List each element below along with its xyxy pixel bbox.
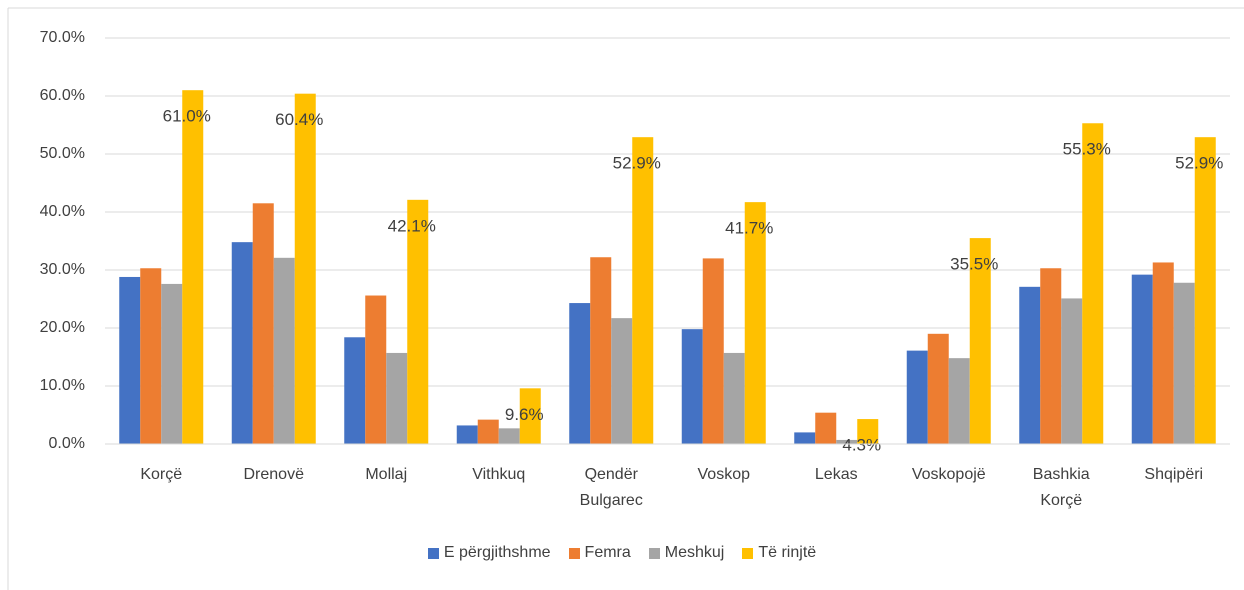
bar: [498, 428, 520, 444]
bar: [386, 352, 408, 444]
bar: [519, 388, 541, 444]
bar: [744, 202, 766, 444]
bar: [231, 242, 253, 444]
bar: [1040, 268, 1062, 444]
bar: [969, 238, 991, 444]
data-label: 52.9%: [613, 154, 661, 173]
bar: [252, 203, 274, 444]
x-tick-label: Voskopojë: [911, 466, 986, 483]
legend-swatch: [648, 547, 660, 559]
legend-label: Të rinjtë: [758, 544, 817, 561]
legend-swatch: [427, 547, 439, 559]
legend-item: E përgjithshme: [427, 544, 551, 562]
x-tick-label: Vithkuq: [472, 466, 526, 483]
legend-item: Të rinjtë: [742, 544, 816, 562]
bar: [702, 258, 724, 444]
legend-swatch: [568, 547, 580, 559]
bar: [1194, 137, 1216, 444]
bar: [611, 318, 633, 444]
x-tick-label: Lekas: [814, 466, 858, 483]
bar: [273, 257, 295, 444]
bar: [723, 352, 745, 444]
y-tick-label: 10.0%: [40, 377, 85, 394]
bar: [344, 337, 366, 444]
legend-item: Femra: [568, 544, 631, 562]
y-tick-label: 0.0%: [49, 435, 85, 452]
bar: [569, 303, 591, 444]
legend-label: E përgjithshme: [443, 544, 551, 561]
x-tick-label: Bashkia Korçë: [1032, 466, 1090, 509]
data-label: 52.9%: [1175, 154, 1223, 173]
bar: [1173, 282, 1195, 444]
bar: [182, 90, 204, 444]
bar: [927, 333, 949, 444]
y-tick-label: 70.0%: [40, 29, 85, 46]
bar: [1061, 298, 1083, 444]
bar: [857, 419, 879, 444]
legend-item: Meshkuj: [648, 544, 725, 562]
bar: [161, 283, 183, 444]
x-tick-label: Voskop: [697, 466, 750, 483]
bar: [1152, 262, 1174, 444]
bar: [294, 93, 316, 445]
bar: [836, 439, 858, 444]
bar: [365, 295, 387, 444]
legend: E përgjithshme Femra Meshkuj Të rinjtë: [0, 544, 1244, 562]
y-tick-label: 20.0%: [40, 319, 85, 336]
data-label: 42.1%: [388, 216, 436, 235]
bar: [632, 137, 654, 444]
data-label: 55.3%: [1063, 140, 1111, 159]
x-tick-label: Korçë: [140, 466, 183, 483]
bar: [456, 425, 478, 444]
data-label: 4.3%: [842, 436, 881, 455]
x-tick-label: Shqipëri: [1144, 466, 1204, 483]
bar: [590, 257, 612, 444]
y-tick-label: 40.0%: [40, 203, 85, 220]
legend-swatch: [742, 547, 754, 559]
bar: [119, 276, 141, 444]
data-label: 35.5%: [950, 255, 998, 274]
data-label: 61.0%: [163, 107, 211, 126]
bar: [906, 350, 928, 444]
legend-label: Meshkuj: [664, 544, 725, 561]
bar: [948, 358, 970, 444]
legend-label: Femra: [584, 544, 631, 561]
y-tick-label: 30.0%: [40, 261, 85, 278]
bar: [1082, 123, 1104, 444]
data-label: 60.4%: [275, 110, 323, 129]
x-tick-label: Drenovë: [243, 466, 304, 483]
bar: [1019, 286, 1041, 444]
data-label: 41.7%: [725, 219, 773, 238]
bar: [140, 268, 162, 444]
bar: [1131, 274, 1153, 444]
bar: [794, 432, 816, 444]
bar: [681, 329, 703, 444]
y-tick-label: 60.0%: [40, 87, 85, 104]
x-tick-label: Mollaj: [365, 466, 408, 483]
bar: [815, 412, 837, 444]
bar: [407, 199, 429, 444]
data-label: 9.6%: [505, 405, 544, 424]
bar: [477, 419, 499, 444]
x-tick-label: Qendër Bulgarec: [579, 466, 643, 509]
y-tick-label: 50.0%: [40, 145, 85, 162]
